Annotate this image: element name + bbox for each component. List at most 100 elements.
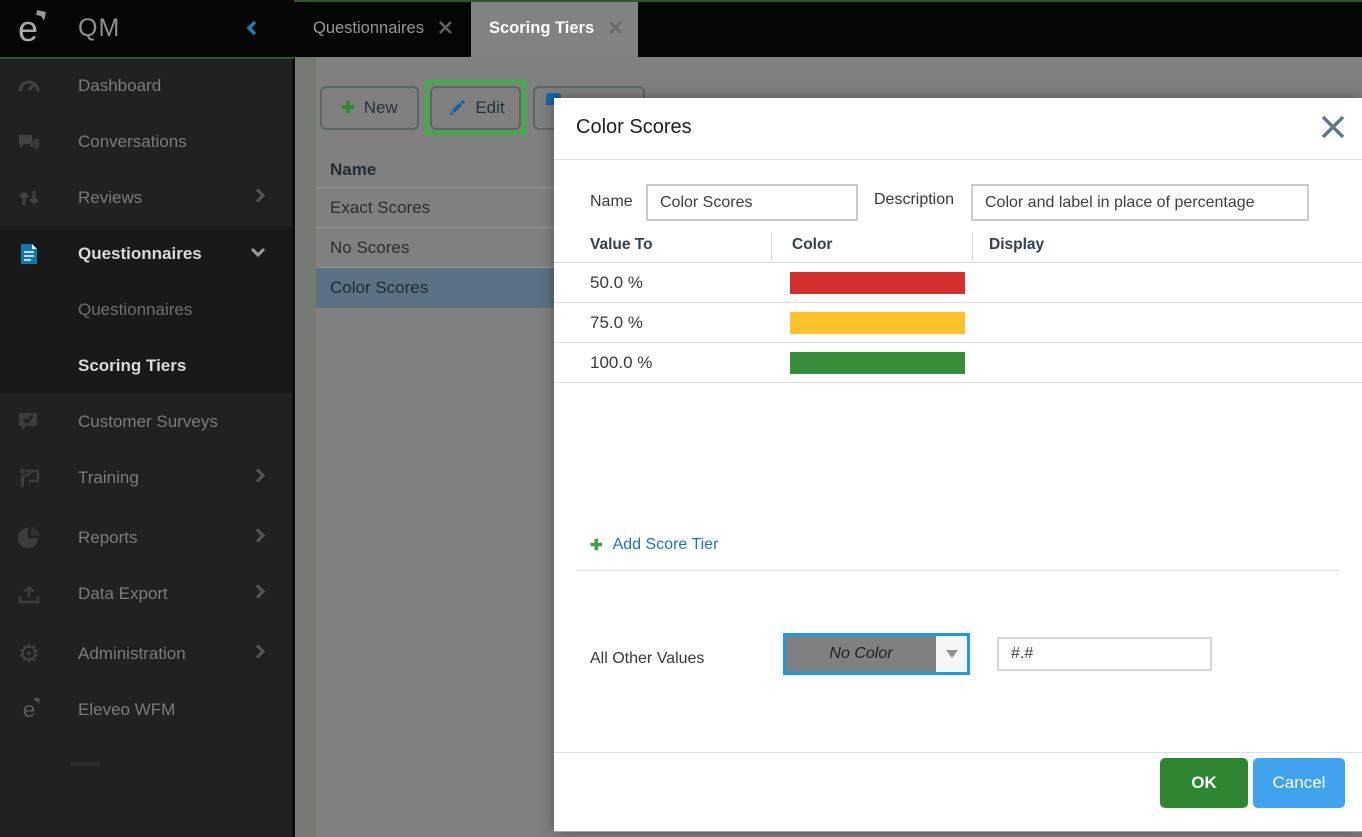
chevron-right-icon [254, 468, 266, 489]
sidebar-item-customer-surveys[interactable]: Customer Surveys [0, 394, 294, 450]
dialog-title: Color Scores [576, 116, 692, 138]
dialog-close-icon[interactable] [1318, 112, 1348, 142]
sidebar-collapse-button[interactable] [244, 18, 260, 43]
cancel-button[interactable]: Cancel [1253, 758, 1345, 808]
data-export-upload-icon [16, 581, 42, 607]
tiers-table-header: Value To Color Display [554, 232, 1362, 263]
sidebar-label: Eleveo WFM [78, 700, 176, 719]
sidebar-label: Reports [78, 528, 138, 547]
all-other-values-label: All Other Values [590, 650, 705, 667]
sidebar-item-training[interactable]: Training [0, 450, 294, 506]
sidebar-label: Conversations [78, 132, 187, 151]
tab-label: Questionnaires [313, 19, 424, 37]
sidebar-label: Customer Surveys [78, 412, 218, 431]
sidebar-label: Questionnaires [78, 300, 193, 319]
dropdown-arrow-button[interactable] [936, 636, 967, 672]
new-button-label: New [363, 98, 398, 117]
tier-row-75[interactable]: 75.0 % [554, 303, 1362, 343]
sidebar-partial-item [70, 762, 100, 766]
sidebar-label: Reviews [78, 188, 143, 207]
ok-button[interactable]: OK [1160, 758, 1248, 808]
no-color-dropdown[interactable]: No Color [783, 633, 970, 675]
sidebar-item-questionnaires-sub[interactable]: Questionnaires [0, 282, 294, 338]
tab-close-icon[interactable] [438, 20, 453, 40]
new-button[interactable]: ✚ New [320, 86, 419, 130]
eleveo-logo: e [18, 9, 46, 47]
tier-row-50[interactable]: 50.0 % [554, 263, 1362, 303]
sidebar-header: e QM [0, 0, 294, 57]
sidebar-item-conversations[interactable]: Conversations [0, 114, 294, 170]
customer-surveys-icon [16, 409, 42, 435]
column-color: Color [792, 236, 833, 253]
tab-close-icon[interactable] [608, 20, 623, 40]
plus-icon: ✚ [590, 537, 603, 554]
logo-arrow-icon [36, 9, 46, 21]
triangle-down-icon [945, 650, 958, 658]
training-presenter-icon [16, 465, 42, 491]
app-title: QM [78, 14, 121, 42]
description-label: Description [874, 191, 955, 208]
sidebar-item-administration[interactable]: ⚙ Administration [0, 626, 294, 682]
sidebar-label: Scoring Tiers [78, 356, 187, 375]
tier-color-swatch[interactable] [790, 312, 965, 334]
chevron-left-icon [246, 20, 257, 36]
column-value-to: Value To [590, 236, 653, 253]
column-divider [972, 232, 973, 263]
title-divider [554, 159, 1362, 160]
add-score-tier-label: Add Score Tier [612, 536, 719, 553]
chevron-right-icon [254, 584, 266, 605]
pencil-icon [450, 100, 466, 116]
edit-button-label: Edit [475, 98, 505, 117]
sidebar-item-scoring-tiers[interactable]: Scoring Tiers [0, 338, 294, 394]
dashboard-gauge-icon [16, 73, 42, 99]
conversations-icon [16, 129, 42, 155]
edit-button[interactable]: Edit [430, 86, 521, 130]
section-divider [576, 570, 1340, 571]
name-input[interactable] [646, 184, 858, 221]
administration-gear-icon: ⚙ [17, 639, 41, 668]
sidebar-accent-line [0, 57, 294, 59]
sidebar-edge-divider [292, 57, 295, 837]
sidebar-item-questionnaires[interactable]: Questionnaires [0, 226, 294, 282]
tier-value: 75.0 % [590, 313, 643, 332]
reports-pie-icon [16, 525, 42, 551]
column-divider [771, 232, 772, 263]
sidebar-label: Data Export [78, 584, 168, 603]
sidebar-label: Administration [78, 644, 186, 663]
description-input[interactable] [971, 184, 1309, 221]
tab-label: Scoring Tiers [489, 19, 595, 37]
tier-color-swatch[interactable] [790, 352, 965, 374]
tier-row-100[interactable]: 100.0 % [554, 343, 1362, 383]
eleveo-wfm-logo-icon: e [16, 697, 42, 723]
tier-color-swatch[interactable] [790, 272, 965, 294]
sidebar-item-data-export[interactable]: Data Export [0, 566, 294, 622]
reviews-arrows-icon [16, 185, 42, 211]
questionnaires-document-icon [16, 241, 42, 267]
sidebar-item-reviews[interactable]: Reviews [0, 170, 294, 226]
tier-value: 50.0 % [590, 273, 643, 292]
chevron-right-icon [254, 188, 266, 209]
top-accent-line [0, 0, 1362, 2]
color-scores-dialog: Color Scores Name Description Value To C… [554, 98, 1362, 832]
tier-value: 100.0 % [590, 353, 653, 372]
sidebar-item-eleveo-wfm[interactable]: e Eleveo WFM [0, 682, 294, 738]
sidebar-label: Dashboard [78, 76, 162, 95]
sidebar-label: Training [78, 468, 139, 487]
tab-questionnaires[interactable]: Questionnaires [294, 0, 471, 57]
column-display: Display [989, 236, 1045, 253]
content-gutter [294, 57, 316, 837]
sidebar: Dashboard Conversations Reviews Question… [0, 59, 294, 837]
chevron-down-icon [250, 245, 266, 263]
add-score-tier-link[interactable]: ✚ Add Score Tier [590, 536, 718, 554]
footer-divider [554, 752, 1362, 753]
dropdown-selected-value: No Color [786, 636, 936, 672]
sidebar-label: Questionnaires [78, 244, 202, 263]
questionnaires-group-background [0, 226, 294, 394]
display-format-input[interactable] [997, 637, 1212, 671]
sidebar-item-dashboard[interactable]: Dashboard [0, 58, 294, 114]
chevron-right-icon [254, 644, 266, 665]
chevron-right-icon [254, 528, 266, 549]
sidebar-item-reports[interactable]: Reports [0, 510, 294, 566]
tab-scoring-tiers[interactable]: Scoring Tiers [471, 0, 638, 57]
plus-icon: ✚ [341, 100, 355, 117]
